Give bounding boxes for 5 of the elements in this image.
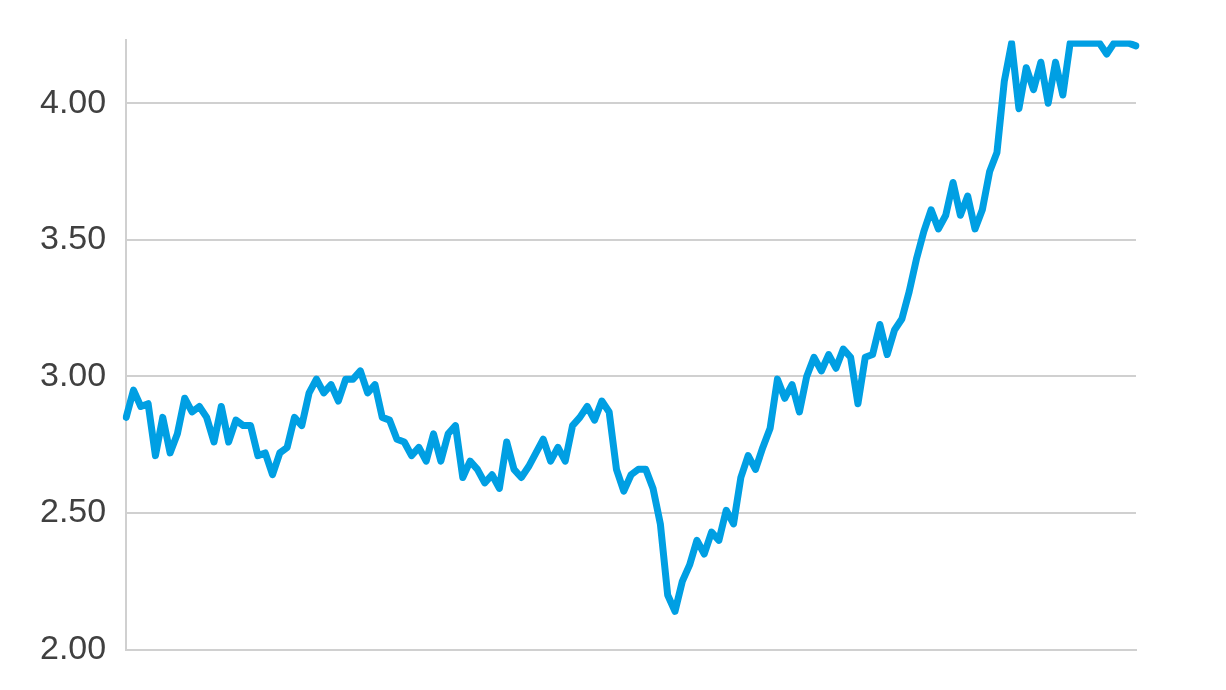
y-tick-label: 3.50 [39, 218, 107, 257]
y-tick-label: 3.00 [39, 354, 107, 393]
y-tick-label: 2.50 [39, 491, 107, 530]
y-tick-label: 2.00 [39, 627, 107, 666]
y-tick-label: 4.00 [39, 81, 107, 120]
